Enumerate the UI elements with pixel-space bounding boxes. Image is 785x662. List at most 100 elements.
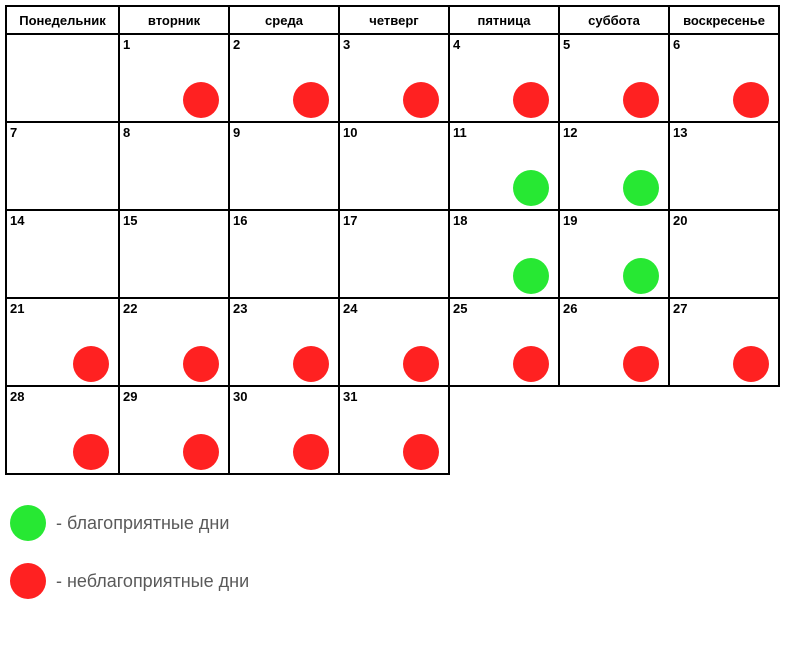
- day-number: 20: [673, 213, 687, 228]
- unfavorable-dot-icon: [10, 563, 46, 599]
- calendar-cell: 14: [6, 210, 119, 298]
- day-number: 18: [453, 213, 467, 228]
- calendar-cell: 15: [119, 210, 229, 298]
- weekday-label: пятница: [477, 13, 530, 28]
- calendar-cell: [6, 34, 119, 122]
- calendar-table: Понедельник вторник среда четверг пятница суб…: [5, 5, 780, 475]
- calendar-cell: 28: [6, 386, 119, 474]
- calendar-cell: 20: [669, 210, 779, 298]
- calendar-cell: 1: [119, 34, 229, 122]
- day-number: 25: [453, 301, 467, 316]
- calendar-row: 14 15 16 17 18 19 20: [6, 210, 779, 298]
- calendar-body: 1234567891011121314151617181920212223242…: [6, 34, 779, 474]
- calendar-cell: 24: [339, 298, 449, 386]
- unfavorable-dot-icon: [183, 346, 219, 382]
- weekday-header: суббота: [559, 6, 669, 34]
- calendar-cell: 29: [119, 386, 229, 474]
- calendar-cell: 2: [229, 34, 339, 122]
- calendar-row: 78 9 10 11 12 13: [6, 122, 779, 210]
- calendar-cell: 11: [449, 122, 559, 210]
- calendar-cell: 25: [449, 298, 559, 386]
- weekday-label: четверг: [369, 13, 418, 28]
- calendar-cell: 19: [559, 210, 669, 298]
- unfavorable-dot-icon: [293, 434, 329, 470]
- legend-label: - неблагоприятные дни: [56, 571, 249, 592]
- calendar-cell: 3: [339, 34, 449, 122]
- unfavorable-dot-icon: [403, 346, 439, 382]
- legend: - благоприятные дни - неблагоприятные дни: [10, 505, 785, 599]
- unfavorable-dot-icon: [183, 434, 219, 470]
- calendar-cell: 23: [229, 298, 339, 386]
- calendar-cell: 10: [339, 122, 449, 210]
- calendar-cell: 4: [449, 34, 559, 122]
- calendar-cell: 6: [669, 34, 779, 122]
- weekday-header: воскресенье: [669, 6, 779, 34]
- favorable-dot-icon: [623, 170, 659, 206]
- favorable-dot-icon: [513, 258, 549, 294]
- unfavorable-dot-icon: [623, 82, 659, 118]
- calendar-row: 21 22 23 24 25 26 27: [6, 298, 779, 386]
- weekday-header: Понедельник: [6, 6, 119, 34]
- day-number: 28: [10, 389, 24, 404]
- day-number: 23: [233, 301, 247, 316]
- day-number: 6: [673, 37, 680, 52]
- weekday-label: среда: [265, 13, 303, 28]
- calendar-cell: 16: [229, 210, 339, 298]
- weekday-header: четверг: [339, 6, 449, 34]
- weekday-header: среда: [229, 6, 339, 34]
- calendar-cell: 22: [119, 298, 229, 386]
- calendar-cell: 13: [669, 122, 779, 210]
- calendar-cell: 17: [339, 210, 449, 298]
- favorable-dot-icon: [513, 170, 549, 206]
- day-number: 15: [123, 213, 137, 228]
- day-number: 17: [343, 213, 357, 228]
- day-number: 1: [123, 37, 130, 52]
- day-number: 26: [563, 301, 577, 316]
- unfavorable-dot-icon: [293, 346, 329, 382]
- calendar-cell: 26: [559, 298, 669, 386]
- day-number: 24: [343, 301, 357, 316]
- weekday-header: вторник: [119, 6, 229, 34]
- calendar-cell-outside: [669, 386, 779, 474]
- unfavorable-dot-icon: [293, 82, 329, 118]
- legend-row: - неблагоприятные дни: [10, 563, 785, 599]
- day-number: 14: [10, 213, 24, 228]
- calendar-cell: 7: [6, 122, 119, 210]
- day-number: 2: [233, 37, 240, 52]
- calendar-cell: 27: [669, 298, 779, 386]
- day-number: 16: [233, 213, 247, 228]
- unfavorable-dot-icon: [403, 434, 439, 470]
- day-number: 19: [563, 213, 577, 228]
- unfavorable-dot-icon: [513, 346, 549, 382]
- calendar-cell: 12: [559, 122, 669, 210]
- calendar-row: 1 2 3 4 5 6: [6, 34, 779, 122]
- calendar-cell: 21: [6, 298, 119, 386]
- calendar-cell: 5: [559, 34, 669, 122]
- day-number: 8: [123, 125, 130, 140]
- calendar-cell: 8: [119, 122, 229, 210]
- day-number: 12: [563, 125, 577, 140]
- day-number: 10: [343, 125, 357, 140]
- day-number: 13: [673, 125, 687, 140]
- unfavorable-dot-icon: [623, 346, 659, 382]
- day-number: 21: [10, 301, 24, 316]
- day-number: 22: [123, 301, 137, 316]
- weekday-label: воскресенье: [683, 13, 765, 28]
- unfavorable-dot-icon: [183, 82, 219, 118]
- calendar-cell: 9: [229, 122, 339, 210]
- weekday-label: суббота: [588, 13, 640, 28]
- unfavorable-dot-icon: [733, 82, 769, 118]
- day-number: 5: [563, 37, 570, 52]
- weekday-label: вторник: [148, 13, 200, 28]
- legend-row: - благоприятные дни: [10, 505, 785, 541]
- day-number: 27: [673, 301, 687, 316]
- calendar-header-row: Понедельник вторник среда четверг пятница суб…: [6, 6, 779, 34]
- calendar-cell: 30: [229, 386, 339, 474]
- day-number: 3: [343, 37, 350, 52]
- weekday-header: пятница: [449, 6, 559, 34]
- calendar-cell: 18: [449, 210, 559, 298]
- calendar-cell-outside: [449, 386, 559, 474]
- unfavorable-dot-icon: [73, 434, 109, 470]
- day-number: 4: [453, 37, 460, 52]
- calendar-cell: 31: [339, 386, 449, 474]
